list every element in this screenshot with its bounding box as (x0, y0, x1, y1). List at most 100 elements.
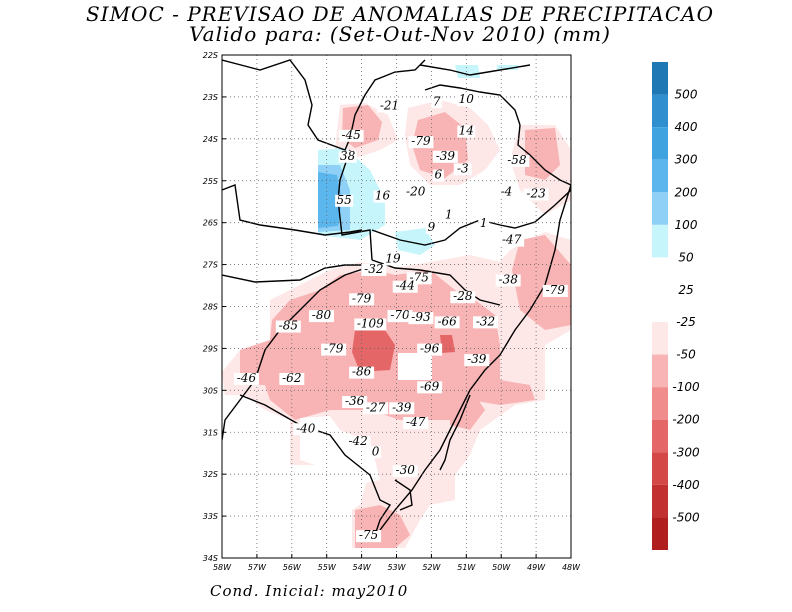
anomaly-value-label: -85 (275, 319, 301, 333)
border-sp-pr (424, 84, 521, 126)
anomaly-value-label: 9 (425, 220, 437, 235)
value-label-bg (495, 274, 521, 287)
value-label-text: -4 (501, 184, 513, 198)
lon-tick-label: 51W (457, 563, 476, 572)
value-label-text: -38 (499, 272, 519, 286)
value-label-text: -80 (312, 308, 332, 322)
legend-label-negative: -100 (672, 380, 700, 394)
value-label-text: 7 (433, 94, 441, 108)
value-label-bg (542, 284, 568, 297)
value-label-bg (279, 372, 305, 385)
value-label-text: -32 (364, 262, 383, 276)
value-label-bg (361, 263, 387, 276)
value-label-text: 14 (459, 124, 474, 138)
shade-medium-pink-east (525, 128, 560, 180)
value-label-text: -39 (392, 400, 412, 414)
color-legend: 500 400 300 200 100 50 25 -25 -50 -100 -200 -300 -40… (652, 62, 700, 550)
shade-white-hole-1 (398, 353, 432, 380)
lon-tick-label: 50W (492, 563, 511, 572)
legend-swatch-positive (652, 224, 668, 258)
anomaly-value-label: 1 (443, 207, 455, 222)
value-label-bg (499, 234, 525, 247)
value-label-text: 9 (428, 220, 436, 234)
legend-label-positive: 25 (678, 283, 693, 297)
legend-swatch-negative (652, 354, 668, 388)
anomaly-value-label: -86 (349, 365, 375, 379)
value-label-bg (338, 150, 357, 163)
value-label-bg (523, 188, 549, 201)
legend-label-negative: -500 (672, 510, 700, 524)
anomaly-value-label: -62 (279, 371, 305, 385)
value-label-text: -70 (390, 308, 410, 322)
value-label-bg (392, 465, 418, 478)
legend-swatch-negative (652, 452, 668, 485)
lon-tick-label: 57W (248, 563, 267, 572)
value-label-text: 19 (385, 251, 401, 265)
lat-tick-label: 24S (203, 135, 218, 144)
value-label-bg (233, 372, 259, 385)
anomaly-value-label: 19 (384, 251, 403, 266)
anomaly-value-label: -70 (387, 308, 413, 323)
value-label-text: 10 (459, 92, 475, 106)
anomaly-value-label: -109 (354, 316, 387, 331)
legend-label-positive: 300 (675, 153, 698, 167)
anomaly-value-label: 7 (431, 94, 443, 109)
value-label-text: -21 (380, 98, 399, 112)
anomaly-value-label: 14 (457, 124, 476, 138)
legend-swatch-positive (652, 62, 668, 95)
value-label-bg (363, 402, 389, 415)
value-label-text: -46 (237, 371, 257, 385)
anomaly-value-label: -4 (497, 184, 516, 199)
lat-tick-label: 32S (203, 470, 218, 479)
initial-condition-note: Cond. Inicial: may2010 (210, 582, 409, 600)
value-label-text: 6 (435, 168, 443, 182)
value-label-bg (335, 194, 354, 207)
anomaly-value-label: -36 (342, 394, 368, 409)
anomaly-value-label: 6 (432, 168, 444, 182)
value-label-bg (457, 125, 476, 138)
border-uruguay-north (239, 394, 392, 536)
anomaly-value-label: -79 (408, 134, 434, 149)
anomaly-value-label: -45 (338, 128, 364, 142)
legend-label-negative: -200 (672, 413, 700, 427)
value-label-bg (349, 293, 375, 306)
value-label-bg (338, 129, 364, 142)
lat-tick-label: 27S (203, 261, 218, 270)
value-label-bg (453, 163, 472, 176)
figure-subtitle: Valido para: (Set-Out-Nov 2010) (mm) (189, 22, 611, 46)
value-label-text: -47 (502, 233, 522, 247)
value-label-bg (432, 169, 444, 182)
anomaly-value-label: -38 (495, 272, 521, 287)
value-label-text: -36 (345, 394, 365, 408)
legend-label-negative: -50 (676, 348, 696, 362)
value-label-text: -23 (526, 187, 546, 201)
value-label-text: -85 (279, 319, 298, 333)
value-label-text: -28 (453, 289, 473, 303)
legend-label-positive: 400 (675, 120, 698, 134)
value-label-text: 16 (375, 189, 391, 203)
lon-tick-label: 54W (353, 563, 372, 572)
lon-tick-label: 56W (283, 563, 302, 572)
legend-swatch-negative (652, 517, 668, 550)
value-label-bg (425, 222, 437, 235)
anomaly-value-label: -46 (233, 371, 259, 385)
legend-label-positive: 500 (675, 88, 698, 102)
anomaly-value-label: -39 (432, 149, 458, 163)
value-label-bg (464, 354, 490, 367)
value-label-bg (443, 209, 455, 222)
legend-label-negative: -400 (672, 478, 700, 492)
value-label-bg (354, 318, 387, 331)
lat-tick-label: 30S (203, 386, 218, 395)
lat-tick-label: 28S (203, 303, 218, 312)
anomaly-value-label: 0 (370, 444, 382, 459)
anomaly-value-label: 16 (373, 189, 392, 203)
value-label-bg (417, 381, 443, 394)
legend-label-negative: -300 (672, 445, 700, 459)
border-sc-rs (371, 259, 501, 306)
value-label-text: -86 (352, 365, 372, 379)
value-label-bg (450, 291, 476, 304)
value-label-text: -75 (359, 528, 378, 542)
value-label-bg (342, 396, 368, 409)
lon-tick-label: 49W (527, 563, 546, 572)
anomaly-value-label: 38 (338, 149, 357, 163)
